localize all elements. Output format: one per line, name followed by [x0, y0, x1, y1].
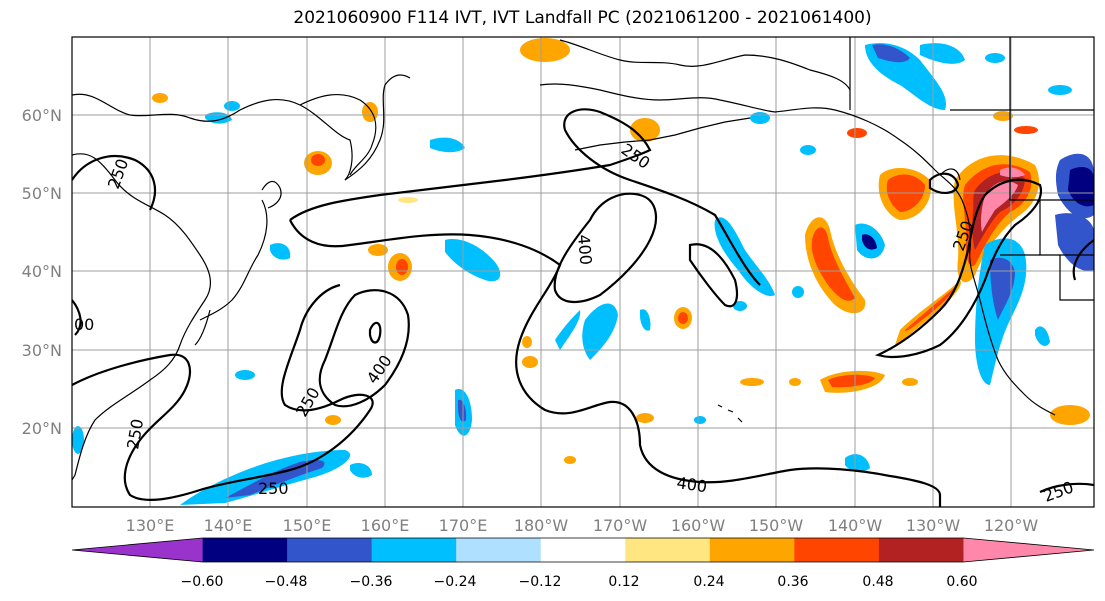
colorbar-tick-label: 0.12 [608, 574, 639, 590]
coastlines [72, 37, 1094, 481]
colorbar [71, 537, 1095, 563]
contour-label: 400 [574, 234, 596, 266]
contour-label: 00 [74, 315, 94, 334]
colorbar-segment [540, 538, 626, 562]
ivt-anomaly-fill [72, 38, 1094, 505]
lon-tick-label: 140°E [204, 516, 253, 535]
colorbar-segment [794, 538, 880, 562]
colorbar-segment [878, 538, 964, 562]
colorbar-segment [625, 538, 711, 562]
lat-tick-label: 60°N [22, 106, 62, 125]
lon-tick-label: 160°E [361, 516, 410, 535]
colorbar-tick-label: −0.36 [350, 574, 393, 590]
lon-tick-label: 170°E [439, 516, 488, 535]
map-border [71, 36, 1095, 508]
colorbar-segment [709, 538, 795, 562]
colorbar-segment [456, 538, 542, 562]
lat-tick-label: 40°N [22, 262, 62, 281]
colorbar-extend-min [72, 538, 203, 562]
colorbar-outline [71, 537, 1095, 563]
colorbar-segment [202, 538, 288, 562]
page-title: 2021060900 F114 IVT, IVT Landfall PC (20… [293, 8, 872, 28]
ivt-contours [72, 108, 1094, 507]
contour-labels: 250 250 400 250 400 250 250 250 400 250 … [74, 140, 1076, 506]
colorbar-tick-label: −0.12 [519, 574, 562, 590]
colorbar-segment [287, 538, 373, 562]
lon-tick-label: 120°W [984, 516, 1039, 535]
colorbar-tick-label: −0.24 [434, 574, 477, 590]
lon-tick-label: 130°W [906, 516, 961, 535]
lat-tick-label: 50°N [22, 184, 62, 203]
colorbar-tick-label: −0.60 [181, 574, 224, 590]
lon-tick-label: 150°E [283, 516, 332, 535]
lon-tick-label: 170°W [593, 516, 648, 535]
lon-tick-label: 130°E [126, 516, 175, 535]
lat-tick-label: 20°N [22, 419, 62, 438]
colorbar-tick-label: 0.60 [946, 574, 977, 590]
contour-label: 400 [675, 473, 708, 496]
colorbar-tick-label: 0.24 [693, 574, 724, 590]
colorbar-tick-labels: −0.60 −0.48 −0.36 −0.24 −0.12 0.12 0.24 … [181, 574, 978, 590]
lon-tick-label: 180°W [514, 516, 569, 535]
colorbar-segment [371, 538, 457, 562]
lat-tick-label: 30°N [22, 341, 62, 360]
lon-tick-label: 160°W [671, 516, 726, 535]
colorbar-tick-label: 0.48 [862, 574, 893, 590]
lon-tick-label: 140°W [828, 516, 883, 535]
contour-label: 250 [258, 479, 289, 498]
colorbar-extend-max [963, 538, 1094, 562]
lon-tick-label: 150°W [749, 516, 804, 535]
colorbar-tick-label: −0.48 [265, 574, 308, 590]
latitude-axis: 60°N 50°N 40°N 30°N 20°N [22, 106, 62, 438]
longitude-axis: 130°E 140°E 150°E 160°E 170°E 180°W 170°… [126, 516, 1039, 535]
colorbar-tick-label: 0.36 [777, 574, 808, 590]
